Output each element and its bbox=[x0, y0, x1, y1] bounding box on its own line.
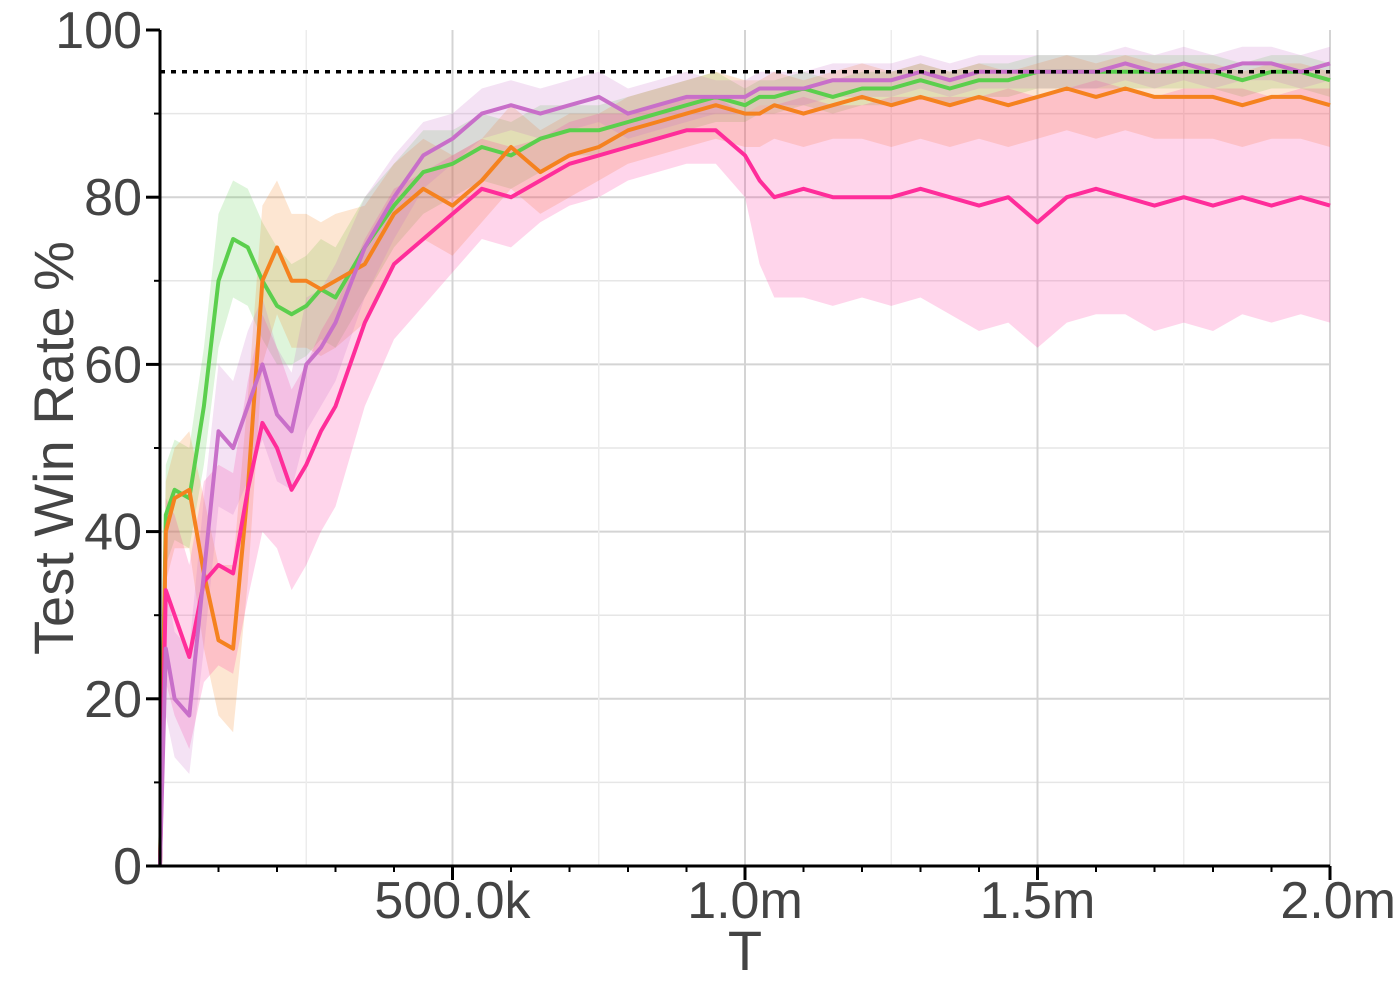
series-3-band bbox=[160, 80, 1330, 866]
y-tick-label: 80 bbox=[84, 169, 142, 227]
y-axis-label: Test Win Rate % bbox=[22, 241, 85, 655]
axes bbox=[146, 28, 1332, 880]
x-tick-label: 1.0m bbox=[687, 872, 803, 930]
x-tick-label: 1.5m bbox=[980, 872, 1096, 930]
x-axis-label: T bbox=[728, 919, 762, 982]
series-3-line bbox=[158, 128, 1331, 867]
tick-labels: 0 20 40 60 80 100 500.0k 1.0m 1.5m 2.0m bbox=[55, 2, 1396, 930]
series-2-band bbox=[160, 55, 1330, 867]
y-tick-label: 20 bbox=[84, 671, 142, 729]
confidence-bands bbox=[160, 46, 1330, 867]
series-2-line bbox=[158, 86, 1331, 867]
grid-lines bbox=[160, 30, 1331, 866]
y-tick-label: 100 bbox=[55, 2, 142, 60]
x-tick-label: 500.0k bbox=[374, 872, 531, 930]
y-tick-label: 0 bbox=[113, 838, 142, 896]
x-tick-label: 2.0m bbox=[1280, 872, 1396, 930]
y-tick-label: 60 bbox=[84, 336, 142, 394]
y-tick-label: 40 bbox=[84, 504, 142, 562]
